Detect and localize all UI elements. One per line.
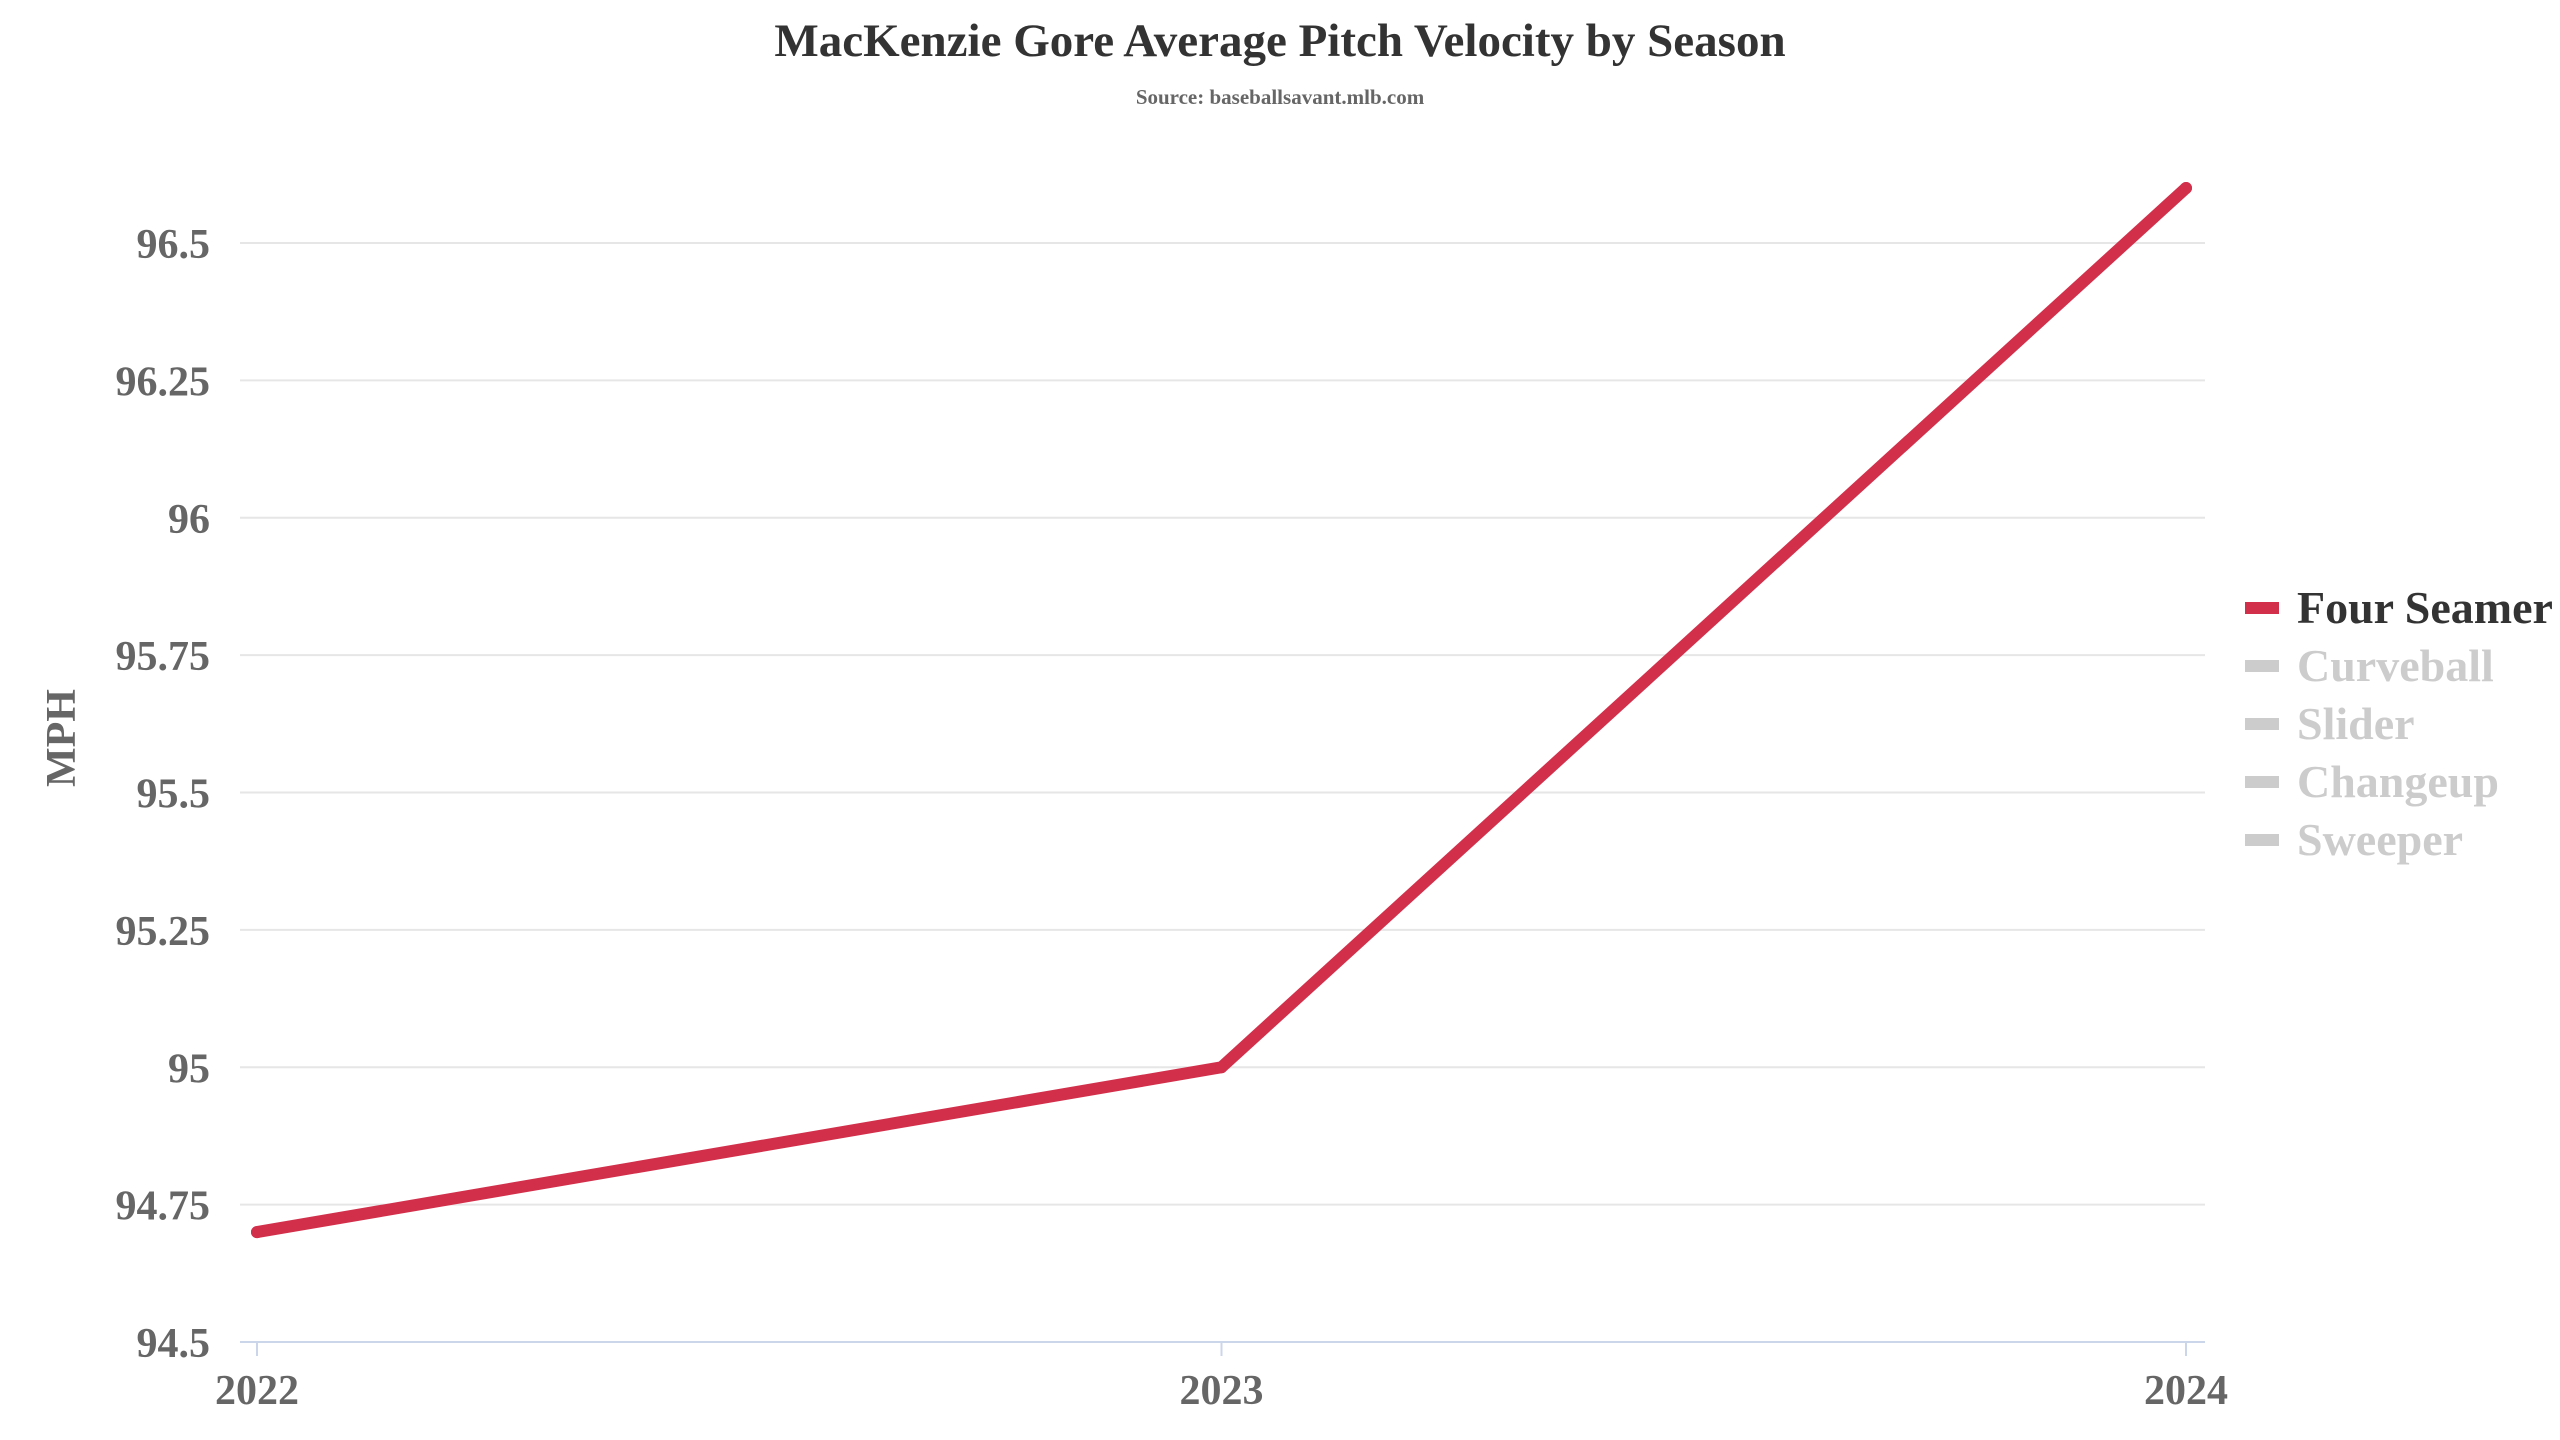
legend-label: Changeup [2297, 756, 2499, 807]
chart-subtitle: Source: baseballsavant.mlb.com [1136, 85, 1425, 109]
data-point [251, 1226, 263, 1239]
y-tick-label: 96.5 [137, 222, 211, 268]
legend-item-slider[interactable]: Slider [2245, 698, 2415, 749]
y-tick-label: 95.75 [116, 634, 211, 680]
y-tick-label: 94.5 [137, 1321, 211, 1367]
grid-lines [240, 242, 2205, 1206]
x-tick-label: 2024 [2144, 1368, 2228, 1414]
legend-item-changeup[interactable]: Changeup [2245, 756, 2499, 807]
y-tick-label: 95.5 [137, 772, 211, 818]
y-tick-label: 95 [168, 1046, 210, 1092]
legend-label: Four Seamer [2297, 582, 2553, 633]
y-axis-ticks: 94.5 94.75 95 95.25 95.5 95.75 96 96.25 96.5 [116, 222, 211, 1367]
legend: Four Seamer Curveball Slider Changeup Sweepe… [2245, 582, 2553, 865]
y-axis-title: MPH [39, 689, 85, 787]
y-tick-label: 96 [168, 497, 210, 543]
legend-item-four-seamer[interactable]: Four Seamer [2245, 582, 2553, 633]
y-tick-label: 94.75 [116, 1184, 211, 1230]
legend-label: Slider [2297, 698, 2415, 749]
legend-item-curveball[interactable]: Curveball [2245, 640, 2494, 691]
series-layer [251, 182, 2192, 1239]
x-tick-label: 2022 [215, 1368, 299, 1414]
x-tick-label: 2023 [1180, 1368, 1264, 1414]
y-tick-label: 95.25 [116, 909, 211, 955]
x-axis: 2022 2023 2024 [215, 1341, 2228, 1414]
data-point [2180, 182, 2192, 195]
data-point [1215, 1061, 1228, 1074]
y-tick-label: 96.25 [116, 359, 211, 405]
legend-label: Sweeper [2297, 814, 2463, 865]
legend-label: Curveball [2297, 640, 2494, 691]
legend-item-sweeper[interactable]: Sweeper [2245, 814, 2463, 865]
chart-title: MacKenzie Gore Average Pitch Velocity by… [774, 15, 1785, 67]
